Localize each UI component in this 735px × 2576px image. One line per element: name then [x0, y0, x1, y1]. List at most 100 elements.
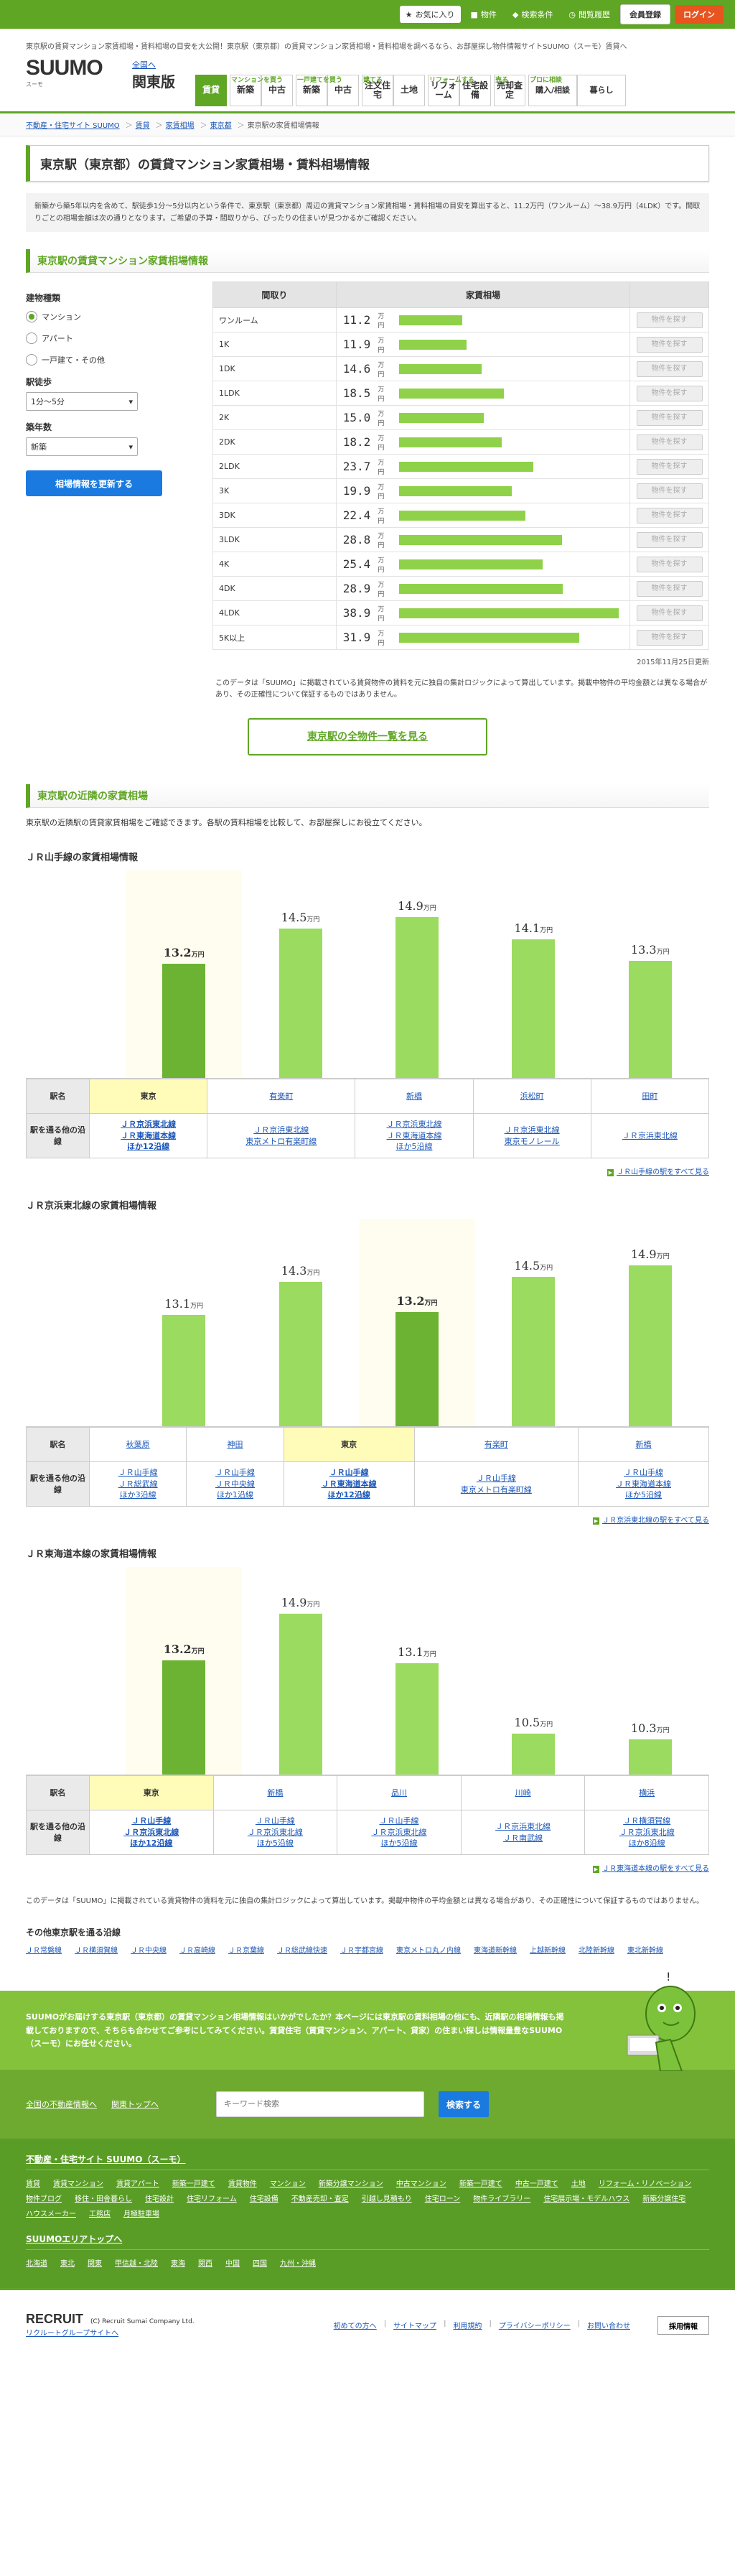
line-link[interactable]: ＪＲ京浜東北線: [619, 1827, 675, 1837]
search-property-button[interactable]: 物件を探す: [636, 629, 703, 646]
update-rent-button[interactable]: 相場情報を更新する: [26, 470, 162, 496]
other-line-link[interactable]: ＪＲ横須賀線: [75, 1947, 118, 1955]
footer-link[interactable]: 賃貸: [26, 2180, 40, 2188]
line-link[interactable]: ほか12沿線: [327, 1490, 370, 1500]
search-property-button[interactable]: 物件を探す: [636, 531, 703, 548]
line-link[interactable]: ＪＲ東海道本線: [321, 1479, 377, 1489]
search-property-button[interactable]: 物件を探す: [636, 507, 703, 524]
other-line-link[interactable]: 東京メトロ丸ノ内線: [396, 1947, 461, 1955]
footer-link[interactable]: 新築一戸建て: [459, 2180, 502, 2188]
footer-link[interactable]: 住宅展示場・モデルハウス: [543, 2195, 630, 2203]
nav-item[interactable]: 新築: [230, 75, 261, 106]
other-line-link[interactable]: 北陸新幹線: [579, 1947, 614, 1955]
footer-link[interactable]: 月極駐車場: [123, 2210, 159, 2218]
see-all-stations-link[interactable]: ＪＲ京浜東北線の駅をすべて見る: [602, 1517, 709, 1525]
footer-link[interactable]: 住宅設計: [145, 2195, 174, 2203]
footer-link[interactable]: 住宅ローン: [424, 2195, 461, 2203]
suumo-logo[interactable]: SUUMO スーモ 全国へ 関東版: [26, 56, 177, 106]
nav-item[interactable]: 賃貸: [195, 75, 227, 106]
search-property-button[interactable]: 物件を探す: [636, 580, 703, 597]
area-link[interactable]: 関東: [88, 2260, 102, 2268]
line-link[interactable]: ＪＲ京浜東北線: [253, 1125, 309, 1135]
line-link[interactable]: ＪＲ京浜東北線: [622, 1130, 678, 1140]
nav-item[interactable]: 購入/相談: [528, 75, 577, 106]
station-name-link[interactable]: 新橋: [406, 1091, 422, 1101]
station-name-link[interactable]: 田町: [642, 1091, 658, 1101]
footer-bottom-link[interactable]: 初めての方へ: [333, 2322, 377, 2330]
all-properties-button[interactable]: 東京駅の全物件一覧を見る: [248, 718, 487, 755]
area-link[interactable]: 北海道: [26, 2260, 47, 2268]
line-link[interactable]: ほか12沿線: [130, 1838, 173, 1849]
search-property-button[interactable]: 物件を探す: [636, 385, 703, 401]
area-link[interactable]: 東海: [171, 2260, 185, 2268]
station-name-link[interactable]: 新橋: [635, 1439, 652, 1449]
line-link[interactable]: ＪＲ中央線: [215, 1479, 256, 1489]
line-link[interactable]: ＪＲ京浜東北線: [504, 1125, 560, 1135]
line-link[interactable]: ほか5沿線: [380, 1838, 418, 1849]
recruit-group-link[interactable]: リクルートグループサイトへ: [26, 2330, 119, 2338]
footer-link[interactable]: 新築分譲住宅: [642, 2195, 686, 2203]
area-link[interactable]: 東北: [60, 2260, 75, 2268]
footer-link[interactable]: 中古一戸建て: [515, 2180, 558, 2188]
keyword-search-input[interactable]: [216, 2091, 424, 2117]
line-link[interactable]: ほか8沿線: [628, 1838, 665, 1849]
footer-heading-link[interactable]: 不動産・住宅サイト SUUMO（スーモ）: [26, 2154, 186, 2165]
footer-bottom-link[interactable]: プライバシーポリシー: [498, 2322, 571, 2330]
see-all-stations-link[interactable]: ＪＲ東海道本線の駅をすべて見る: [602, 1865, 709, 1873]
other-line-link[interactable]: 東北新幹線: [627, 1947, 663, 1955]
line-link[interactable]: ほか5沿線: [395, 1142, 433, 1152]
area-link[interactable]: 四国: [253, 2260, 267, 2268]
line-link[interactable]: ＪＲ総武線: [118, 1479, 158, 1489]
station-name-link[interactable]: 秋葉原: [126, 1439, 150, 1449]
line-link[interactable]: ＪＲ京浜東北線: [371, 1827, 427, 1837]
line-link[interactable]: 東京メトロ有楽町線: [460, 1484, 532, 1494]
area-heading-link[interactable]: SUUMOエリアトップへ: [26, 2234, 123, 2244]
line-link[interactable]: ＪＲ京浜東北線: [247, 1827, 303, 1837]
nav-item[interactable]: リフォーム: [428, 75, 459, 106]
footer-link[interactable]: 不動産売却・査定: [291, 2195, 349, 2203]
other-line-link[interactable]: 東海道新幹線: [474, 1947, 517, 1955]
footer-link[interactable]: マンション: [269, 2180, 306, 2188]
other-line-link[interactable]: 上越新幹線: [530, 1947, 566, 1955]
footer-bottom-link[interactable]: 利用規約: [453, 2322, 482, 2330]
other-line-link[interactable]: ＪＲ総武線快速: [277, 1947, 327, 1955]
station-name-link[interactable]: 品川: [390, 1787, 407, 1798]
nationwide-link[interactable]: 全国へ: [132, 60, 156, 70]
footer-link[interactable]: 新築一戸建て: [172, 2180, 215, 2188]
line-link[interactable]: ほか3沿線: [119, 1490, 156, 1500]
footer-link[interactable]: ハウスメーカー: [26, 2210, 76, 2218]
age-select[interactable]: 新築 ▾: [26, 437, 138, 456]
line-link[interactable]: ＪＲ山手線: [476, 1474, 516, 1484]
line-link[interactable]: ＪＲ山手線: [131, 1816, 172, 1826]
station-name-link[interactable]: 有楽町: [484, 1439, 508, 1449]
line-link[interactable]: ＪＲ南武線: [503, 1833, 543, 1843]
footer-link[interactable]: 賃貸アパート: [116, 2180, 159, 2188]
area-link[interactable]: 関西: [198, 2260, 212, 2268]
area-link[interactable]: 九州・沖縄: [280, 2260, 316, 2268]
footer-link[interactable]: 土地: [571, 2180, 586, 2188]
property-link[interactable]: ■ 物件: [470, 9, 497, 20]
line-link[interactable]: ＪＲ京浜東北線: [495, 1822, 551, 1832]
footer-link[interactable]: 工務店: [89, 2210, 111, 2218]
nationwide-realestate-link[interactable]: 全国の不動産情報へ: [26, 2100, 97, 2109]
footer-link[interactable]: 移住・田舎暮らし: [75, 2195, 132, 2203]
other-line-link[interactable]: ＪＲ中央線: [131, 1947, 167, 1955]
line-link[interactable]: ＪＲ山手線: [215, 1468, 256, 1478]
search-property-button[interactable]: 物件を探す: [636, 312, 703, 328]
line-link[interactable]: ＪＲ横須賀線: [623, 1816, 671, 1826]
nav-item[interactable]: 売却査定: [494, 75, 525, 106]
station-name-link[interactable]: 有楽町: [269, 1091, 294, 1101]
breadcrumb-link[interactable]: 不動産・住宅サイト SUUMO: [26, 122, 120, 130]
search-condition-link[interactable]: ◆ 検索条件: [512, 9, 553, 20]
nav-item[interactable]: 暮らし: [577, 75, 626, 106]
nav-item[interactable]: 注文住宅: [362, 75, 393, 106]
station-name-link[interactable]: 横浜: [639, 1787, 655, 1798]
footer-link[interactable]: リフォーム・リノベーション: [598, 2180, 692, 2188]
footer-link[interactable]: 中古マンション: [395, 2180, 446, 2188]
line-link[interactable]: ほか5沿線: [625, 1490, 663, 1500]
history-link[interactable]: ◷ 閲覧履歴: [568, 9, 610, 20]
login-button[interactable]: ログイン: [675, 5, 724, 24]
type-apart-radio[interactable]: アパート: [26, 333, 191, 344]
search-property-button[interactable]: 物件を探す: [636, 556, 703, 572]
footer-link[interactable]: 賃貸物件: [228, 2180, 257, 2188]
